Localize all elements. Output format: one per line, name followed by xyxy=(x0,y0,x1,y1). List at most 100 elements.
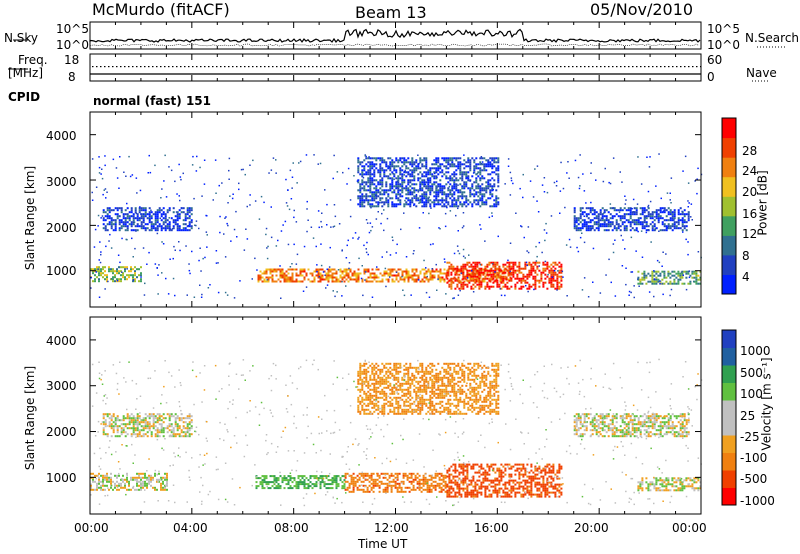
data-cell xyxy=(560,483,563,486)
scatter-point xyxy=(579,210,582,213)
data-cell xyxy=(138,484,140,487)
data-cell xyxy=(398,482,401,485)
nave-point xyxy=(372,66,374,68)
data-cell xyxy=(512,275,515,278)
data-cell xyxy=(92,472,94,475)
data-cell xyxy=(435,185,438,188)
scatter-point xyxy=(133,221,136,223)
data-cell xyxy=(430,482,433,485)
scatter-point xyxy=(178,163,180,166)
scatter-point xyxy=(544,239,546,242)
nave-point xyxy=(408,66,410,68)
data-cell xyxy=(448,467,451,470)
data-cell xyxy=(154,474,156,477)
data-cell xyxy=(544,273,547,276)
data-cell xyxy=(542,267,545,270)
data-cell xyxy=(371,161,374,164)
data-cell xyxy=(373,272,376,275)
scatter-point xyxy=(326,203,328,206)
data-cell xyxy=(395,185,398,188)
data-cell xyxy=(361,169,364,172)
data-cell xyxy=(425,181,428,184)
data-cell xyxy=(548,475,551,478)
data-cell xyxy=(482,273,485,276)
data-cell xyxy=(188,223,191,226)
nave-point xyxy=(252,66,254,68)
scatter-point xyxy=(336,171,339,173)
data-cell xyxy=(472,465,475,468)
data-cell xyxy=(387,193,390,196)
data-cell xyxy=(130,270,132,273)
data-cell xyxy=(393,191,396,194)
data-cell xyxy=(445,195,448,198)
data-cell xyxy=(496,267,499,270)
data-cell xyxy=(289,278,292,281)
data-cell xyxy=(458,485,461,488)
data-cell xyxy=(447,159,450,162)
data-cell xyxy=(411,183,414,186)
data-cell xyxy=(641,225,644,228)
nave-point xyxy=(368,66,370,68)
data-cell xyxy=(156,480,158,483)
data-cell xyxy=(423,272,426,275)
data-cell xyxy=(341,481,344,484)
data-cell xyxy=(655,278,658,281)
data-cell xyxy=(601,219,604,222)
data-cell xyxy=(479,173,482,176)
scatter-point xyxy=(238,182,240,185)
data-cell xyxy=(679,213,682,216)
data-cell xyxy=(313,276,316,279)
data-cell xyxy=(407,161,410,164)
scatter-point xyxy=(452,297,454,300)
data-cell xyxy=(611,223,614,226)
data-cell xyxy=(550,475,553,478)
data-cell xyxy=(140,227,143,230)
data-cell xyxy=(140,217,143,220)
data-cell xyxy=(367,199,370,202)
data-cell xyxy=(472,283,475,286)
scatter-point xyxy=(270,206,272,208)
data-cell xyxy=(437,203,440,206)
scatter-point xyxy=(687,206,689,208)
data-cell xyxy=(413,169,416,172)
data-cell xyxy=(643,209,646,212)
data-cell xyxy=(386,482,389,485)
nave-point xyxy=(188,66,190,68)
scatter-point xyxy=(455,214,457,217)
data-cell xyxy=(313,270,316,273)
data-cell xyxy=(518,473,521,476)
data-cell xyxy=(124,478,126,481)
data-cell xyxy=(357,161,360,164)
scatter-point xyxy=(150,209,152,212)
data-cell xyxy=(493,199,496,202)
data-cell xyxy=(391,159,394,162)
data-cell xyxy=(651,280,654,283)
data-cell xyxy=(554,273,557,276)
data-cell xyxy=(673,217,676,220)
data-cell xyxy=(365,270,368,273)
data-cell xyxy=(417,165,420,168)
data-cell xyxy=(603,225,606,228)
data-cell xyxy=(357,268,360,271)
data-cell xyxy=(431,187,434,190)
data-cell xyxy=(110,270,112,273)
data-cell xyxy=(369,163,372,166)
data-cell xyxy=(148,478,150,481)
scatter-point xyxy=(633,296,635,299)
data-cell xyxy=(443,157,446,160)
scatter-point xyxy=(333,225,336,227)
data-cell xyxy=(424,488,427,491)
data-cell xyxy=(166,219,169,222)
data-cell xyxy=(631,213,634,216)
data-cell xyxy=(429,171,432,174)
data-cell xyxy=(483,187,486,190)
data-cell xyxy=(370,486,373,489)
data-cell xyxy=(498,483,501,486)
data-cell xyxy=(420,486,423,489)
data-cell xyxy=(669,225,672,228)
data-cell xyxy=(619,219,622,222)
nave-point xyxy=(108,66,110,68)
nave-point xyxy=(696,66,698,68)
data-cell xyxy=(657,487,660,490)
data-cell xyxy=(321,475,324,478)
